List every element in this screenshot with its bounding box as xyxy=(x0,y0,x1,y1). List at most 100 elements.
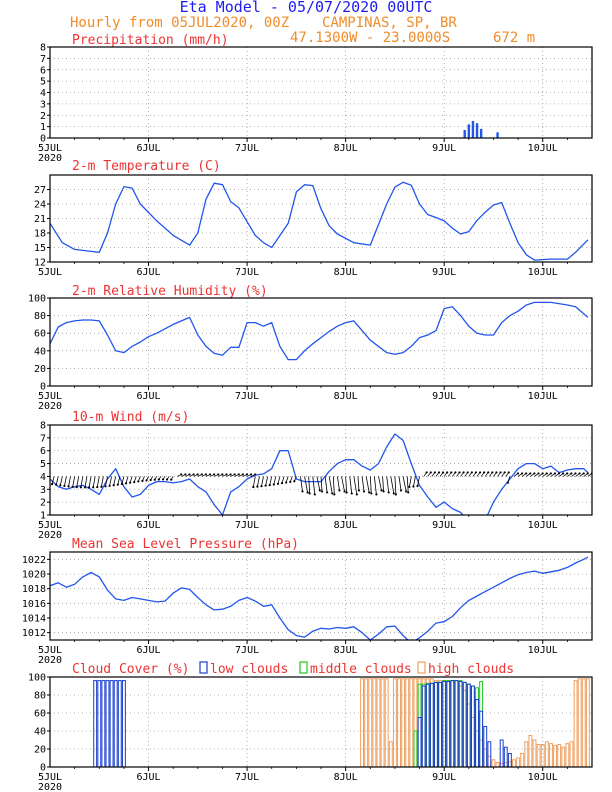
precip-bar xyxy=(471,120,475,138)
wind-arrowhead xyxy=(192,473,195,476)
wind-vector xyxy=(109,476,112,486)
cloud-bar xyxy=(544,741,549,767)
x-tick-label: 9JUL xyxy=(432,772,456,783)
y-tick-label: 0 xyxy=(40,763,46,774)
wind-arrowhead xyxy=(375,493,378,496)
wind-arrowhead xyxy=(399,489,403,492)
cloud-bar xyxy=(585,678,590,767)
x-tick-label: 8JUL xyxy=(334,772,358,783)
wind-arrowhead xyxy=(529,472,532,475)
data-marks xyxy=(50,556,589,640)
panel-wind: 10-m Wind (m/s) 1 2 3 4 5 6 78 6JUL 7JUL 8JUL 9JUL 1… xyxy=(38,410,593,541)
wind-vector xyxy=(92,476,96,488)
wind-arrowhead xyxy=(362,490,366,493)
mslp-line xyxy=(50,556,589,640)
cloud-bar xyxy=(438,681,443,767)
cloud-bar xyxy=(401,678,406,767)
y-tick-label: 8 xyxy=(40,421,46,432)
wind-arrowhead xyxy=(145,479,148,482)
wind-vector xyxy=(72,476,76,487)
y-tick-label: 1012 xyxy=(22,628,46,639)
data-marks xyxy=(50,301,589,361)
wind-vector xyxy=(312,476,316,495)
wind-vector xyxy=(59,476,63,486)
y-tick-label: 100 xyxy=(28,673,46,684)
wind-arrowhead xyxy=(256,485,259,488)
wind-arrowhead xyxy=(537,472,540,475)
wind-vector xyxy=(337,476,340,491)
wind-arrowhead xyxy=(506,481,509,484)
wind-arrowhead xyxy=(233,473,236,476)
cloud-bar xyxy=(458,681,463,767)
wind-arrowhead xyxy=(104,485,107,488)
y-tick-label: 4 xyxy=(40,472,46,483)
wind-vector xyxy=(105,476,108,487)
wind-arrowhead xyxy=(229,473,232,476)
wind-vector xyxy=(269,476,273,486)
cloud-bar xyxy=(475,699,479,767)
wind-vector xyxy=(257,476,260,487)
y-tick-label: 40 xyxy=(34,346,46,357)
wind-arrowhead xyxy=(470,471,473,474)
wind-arrowhead xyxy=(217,473,220,476)
cloud-bar xyxy=(487,741,492,767)
x-first-label: 5JUL xyxy=(38,267,62,278)
x-tick-label: 6JUL xyxy=(136,520,160,531)
wind-arrowhead xyxy=(478,471,482,474)
wind-arrowhead xyxy=(318,489,321,492)
wind-arrowhead xyxy=(137,480,140,483)
cloud-bar xyxy=(528,735,533,767)
y-tick-label: 80 xyxy=(34,691,46,702)
x-tick-label: 8JUL xyxy=(334,391,358,402)
wind-vector xyxy=(281,476,285,484)
rh-line xyxy=(50,301,589,361)
cloud-bar xyxy=(392,678,397,767)
cloud-bar xyxy=(553,744,557,767)
x-tick-label: 8JUL xyxy=(334,143,358,154)
cloud-bar xyxy=(479,710,484,767)
wind-vector xyxy=(417,476,420,487)
wind-arrowhead xyxy=(180,473,183,476)
cloud-bar xyxy=(569,741,574,767)
wind-arrowhead xyxy=(188,473,191,476)
y-tick-label: 24 xyxy=(34,200,46,211)
cloud-bar xyxy=(409,678,414,767)
wind-arrowhead xyxy=(129,481,132,484)
wind-arrowhead xyxy=(416,484,419,488)
header-location: CAMPINAS, SP, BR xyxy=(322,15,457,31)
x-tick-label: 7JUL xyxy=(235,772,259,783)
cloud-bar xyxy=(429,682,434,767)
y-tick-label: 2 xyxy=(40,498,46,509)
wind-arrowhead xyxy=(51,482,54,486)
y-tick-label: 7 xyxy=(40,54,46,65)
wind-arrowhead xyxy=(237,473,240,476)
x-year-label: 2020 xyxy=(38,401,62,412)
wind-arrowhead xyxy=(454,471,457,474)
wind-arrowhead xyxy=(446,471,449,474)
cloud-bar xyxy=(499,739,504,767)
wind-arrowhead xyxy=(108,484,111,487)
wind-vector xyxy=(349,476,353,494)
y-tick-label: 1 xyxy=(40,122,46,133)
y-tick-label: 40 xyxy=(34,727,46,738)
wind-vector xyxy=(68,476,71,487)
wind-vector xyxy=(273,476,277,485)
wind-vector xyxy=(353,476,358,495)
cloud-bar xyxy=(101,680,106,767)
wind-arrowhead xyxy=(157,478,160,481)
x-tick-label: 7JUL xyxy=(235,267,259,278)
wind-vector xyxy=(328,476,333,494)
cloud-bar xyxy=(93,680,98,767)
wind-vector xyxy=(80,476,84,488)
x-tick-label: 9JUL xyxy=(432,520,456,531)
y-tick-label: 6 xyxy=(40,65,46,76)
wind-arrowhead xyxy=(578,472,581,475)
wind-arrowhead xyxy=(345,491,348,494)
wind-arrowhead xyxy=(47,482,49,484)
y-tick-label: 7 xyxy=(40,433,46,444)
x-tick-label: 8JUL xyxy=(334,267,358,278)
wind-arrowhead xyxy=(96,485,99,489)
wind-vector xyxy=(320,476,323,492)
panel-title: Mean Sea Level Pressure (hPa) xyxy=(72,537,299,552)
